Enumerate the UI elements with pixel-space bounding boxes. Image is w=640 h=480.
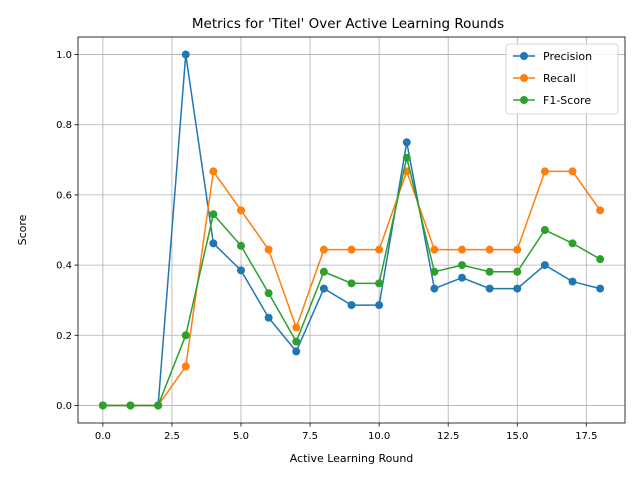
x-tick-label: 17.5 bbox=[575, 431, 597, 442]
precision-point bbox=[568, 277, 577, 286]
f1-score-point bbox=[292, 337, 301, 346]
legend-marker bbox=[520, 52, 528, 60]
f1-score-point bbox=[540, 226, 549, 234]
y-tick-label: 0.4 bbox=[56, 261, 72, 272]
legend-box bbox=[505, 43, 619, 115]
recall-point bbox=[319, 245, 328, 254]
x-axis-label: Active Learning Round bbox=[290, 452, 414, 465]
legend: Precision Recall F1-Score bbox=[505, 43, 619, 115]
f1-score-point bbox=[485, 267, 494, 276]
f1-score-point bbox=[458, 261, 467, 270]
precision-point bbox=[292, 347, 301, 356]
f1-score-point bbox=[513, 267, 522, 276]
recall-point bbox=[181, 362, 190, 371]
f1-score-point bbox=[236, 241, 245, 250]
x-tick-label: 5.0 bbox=[233, 431, 249, 442]
precision-point bbox=[375, 301, 384, 310]
recall-point bbox=[375, 245, 384, 254]
precision-point bbox=[319, 284, 328, 293]
recall-point bbox=[430, 245, 439, 254]
legend-marker bbox=[520, 74, 528, 82]
legend-item-precision: Precision bbox=[513, 50, 592, 63]
recall-point bbox=[596, 206, 605, 215]
ticks: 0.0 2.5 5.0 7.5 10.0 12.5 15.0 17.5 0.0 0.2 0.4 0.6… bbox=[56, 50, 597, 442]
legend-item-recall: Recall bbox=[513, 72, 576, 85]
f1-score-point bbox=[568, 239, 577, 248]
recall-point bbox=[540, 167, 549, 176]
f1-score-series bbox=[98, 153, 605, 410]
precision-point bbox=[430, 284, 439, 293]
recall-point bbox=[264, 245, 273, 254]
plot-frame bbox=[77, 36, 626, 424]
recall-point bbox=[485, 245, 494, 254]
series-layer bbox=[98, 50, 605, 410]
precision-point bbox=[209, 239, 218, 248]
recall-point bbox=[568, 167, 577, 176]
f1-score-point bbox=[264, 289, 273, 298]
recall-point bbox=[347, 245, 356, 254]
x-tick-label: 2.5 bbox=[164, 431, 180, 442]
precision-point bbox=[513, 284, 522, 293]
y-tick-label: 1.0 bbox=[56, 50, 72, 61]
precision-point bbox=[485, 284, 494, 293]
recall-point bbox=[236, 206, 245, 215]
f1-score-point bbox=[98, 401, 107, 410]
f1-score-point bbox=[430, 267, 439, 276]
precision-point bbox=[181, 50, 190, 59]
f1-score-point bbox=[181, 331, 190, 340]
x-tick-label: 10.0 bbox=[368, 431, 390, 442]
precision-point bbox=[264, 313, 273, 322]
f1-score-point bbox=[319, 267, 328, 276]
f1-score-point bbox=[209, 210, 218, 219]
precision-point bbox=[347, 301, 356, 310]
legend-item-f1-score: F1-Score bbox=[513, 94, 591, 107]
recall-point bbox=[292, 323, 301, 332]
recall-line bbox=[102, 169, 601, 407]
legend-marker bbox=[520, 96, 528, 104]
x-tick-label: 12.5 bbox=[437, 431, 459, 442]
f1-score-point bbox=[126, 401, 135, 410]
precision-point bbox=[540, 261, 549, 270]
precision-point bbox=[236, 266, 245, 275]
legend-label: Recall bbox=[543, 72, 576, 85]
precision-point bbox=[402, 138, 411, 147]
y-tick-label: 0.2 bbox=[56, 331, 72, 342]
recall-point bbox=[209, 167, 218, 176]
precision-point bbox=[596, 284, 605, 293]
chart-title: Metrics for 'Titel' Over Active Learning… bbox=[192, 16, 504, 32]
x-tick-label: 7.5 bbox=[302, 431, 318, 442]
y-tick-label: 0.0 bbox=[56, 401, 72, 412]
legend-label: F1-Score bbox=[543, 94, 591, 107]
recall-point bbox=[513, 245, 522, 254]
recall-point bbox=[458, 245, 467, 254]
y-tick-label: 0.8 bbox=[56, 120, 72, 131]
legend-label: Precision bbox=[543, 50, 592, 63]
y-axis-label: Score bbox=[16, 214, 29, 245]
f1-score-point bbox=[375, 279, 384, 288]
f1-score-point bbox=[347, 279, 356, 288]
x-tick-label: 15.0 bbox=[506, 431, 528, 442]
x-tick-label: 0.0 bbox=[95, 431, 111, 442]
f1-score-point bbox=[154, 401, 163, 410]
y-tick-label: 0.6 bbox=[56, 190, 72, 201]
f1-score-point bbox=[402, 153, 411, 162]
f1-score-point bbox=[596, 255, 605, 264]
precision-point bbox=[458, 273, 467, 282]
